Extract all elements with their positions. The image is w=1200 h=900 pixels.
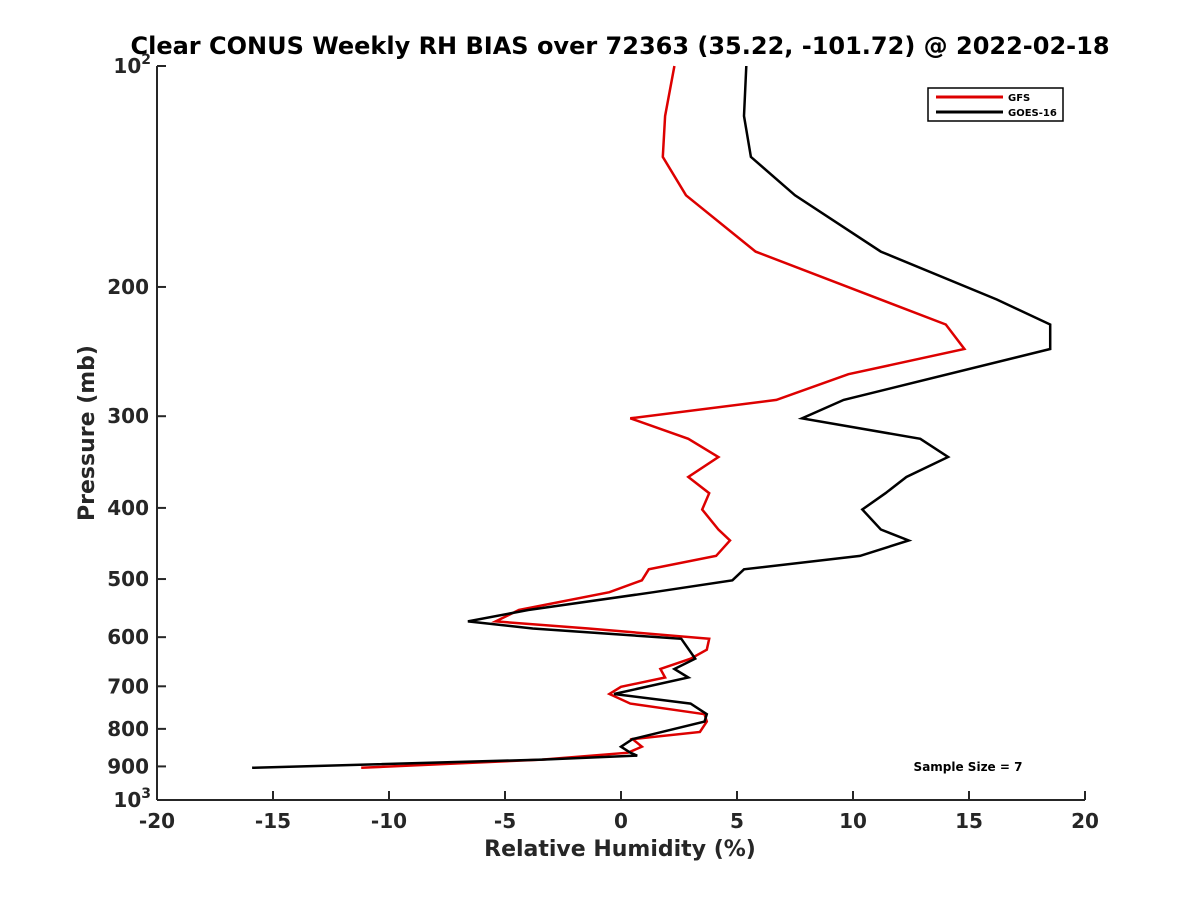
x-tick-label: -15 [255,809,291,833]
legend-label-gfs: GFS [1008,93,1030,104]
y-axis-label: Pressure (mb) [75,345,100,521]
ticks-layer: -20 -15 -10 -5 0 5 10 15 20 102 200 300 400 500 600 700… [107,52,1099,833]
chart-title: Clear CONUS Weekly RH BIAS over 72363 (3… [130,32,1109,60]
x-tick-label: -5 [494,809,516,833]
y-tick-label: 103 [113,786,151,812]
y-tick-label: 300 [107,404,149,428]
x-tick-label: 15 [955,809,983,833]
legend-label-goes16: GOES-16 [1008,108,1057,119]
y-tick-label: 500 [107,567,149,591]
y-tick-label: 800 [107,717,149,741]
y-tick-label: 102 [113,52,151,78]
y-tick-label: 400 [107,496,149,520]
x-tick-label: 5 [730,809,744,833]
sample-size-annotation: Sample Size = 7 [914,760,1023,774]
x-tick-label: -20 [139,809,175,833]
y-tick-label: 900 [107,754,149,778]
x-axis-label: Relative Humidity (%) [484,837,756,862]
y-tick-label: 700 [107,674,149,698]
x-tick-label: 20 [1071,809,1099,833]
x-tick-label: 0 [614,809,628,833]
series-line-goes16 [252,65,1052,770]
series-line-gfs [361,65,967,770]
series-layer [252,65,1052,770]
axes-layer [156,66,1085,801]
legend-box [927,87,1064,122]
x-tick-label: -10 [371,809,407,833]
y-tick-label: 200 [107,275,149,299]
x-tick-label: 10 [839,809,867,833]
legend: GFS GOES-16 [927,87,1064,122]
y-tick-label: 600 [107,625,149,649]
